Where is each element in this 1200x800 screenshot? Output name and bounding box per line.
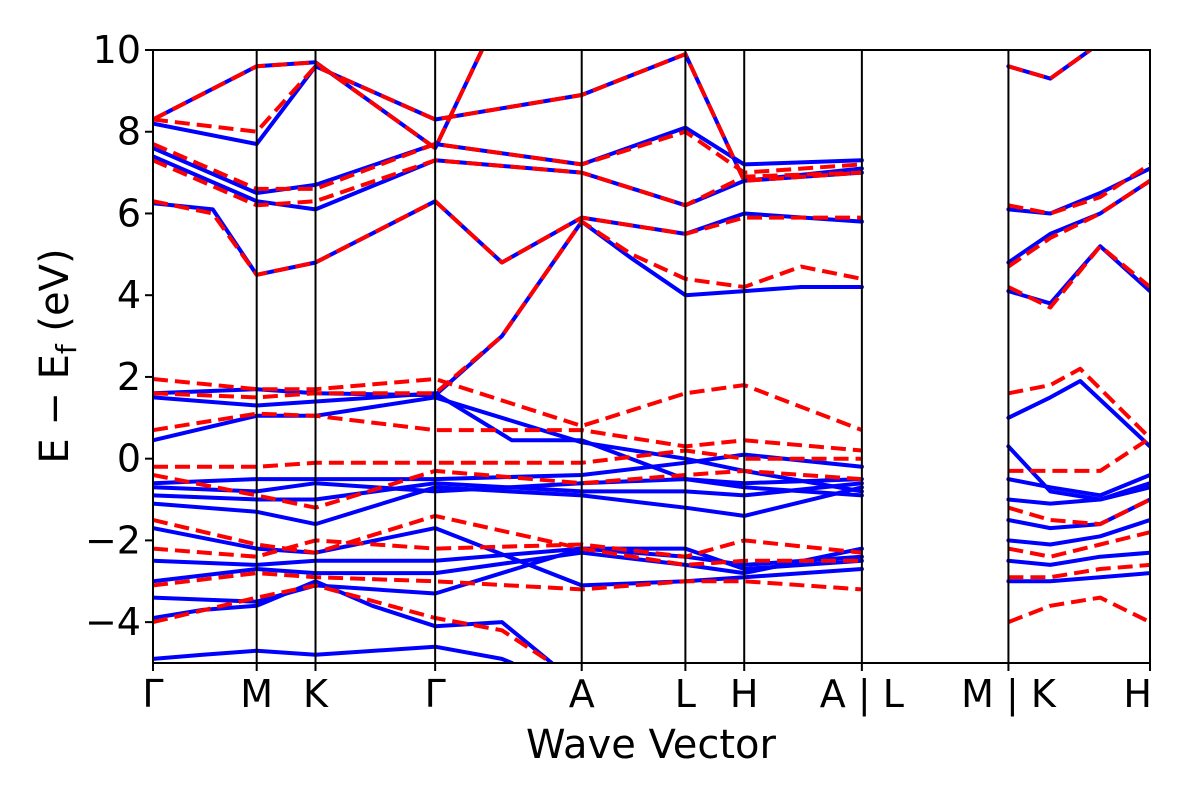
dashed-band-21 (1007, 179, 1150, 269)
x-tick-label-4: A (569, 672, 595, 716)
plot-frame (152, 49, 1151, 664)
solid-band-6 (153, 485, 864, 527)
dashed-band-0 (153, 583, 553, 663)
y-tick-label-2: 0 (117, 437, 141, 481)
x-tick-label-1: M (240, 672, 273, 716)
y-tick-label-7: 10 (93, 28, 141, 72)
solid-band-5 (153, 526, 864, 588)
y-axis-ticks: −4 −2 0 2 4 6 8 10 (85, 28, 153, 644)
dashed-band-9 (153, 199, 862, 277)
dashed-band-11 (153, 129, 863, 191)
x-tick-label-0: Γ (142, 672, 163, 716)
dashed-band-6 (153, 411, 863, 453)
dashed-band-17 (1008, 562, 1150, 580)
solid-band-8 (153, 477, 864, 494)
solid-band-13 (153, 199, 864, 277)
y-axis-label-unit: (eV) (32, 248, 78, 344)
solid-band-11 (153, 391, 864, 498)
dashed-band-2 (153, 538, 863, 559)
x-axis-label: Wave Vector (526, 722, 777, 768)
y-axis-label: E − Ef (eV) (32, 248, 83, 463)
solid-band-3 (153, 546, 864, 584)
bands-layer (153, 50, 1150, 663)
dashed-band-5 (153, 448, 862, 469)
solid-band-14 (153, 154, 864, 212)
solid-band-23 (1006, 550, 1150, 567)
y-tick-label-3: 2 (117, 355, 141, 399)
dashed-band-4 (153, 468, 863, 510)
solid-band-28 (1006, 166, 1150, 216)
solid-band-24 (1006, 571, 1150, 584)
dashed-band-14 (1008, 436, 1150, 473)
dashed-band-3 (153, 513, 862, 567)
dashed-band-1 (153, 571, 863, 592)
y-tick-label-1: −2 (85, 518, 141, 562)
solid-band-22 (1006, 518, 1150, 547)
solid-band-12 (153, 219, 864, 398)
y-tick-label-4: 4 (117, 273, 141, 317)
solid-band-16 (153, 52, 864, 183)
solid-band-29 (1006, 50, 1093, 81)
x-tick-label-2: K (303, 672, 329, 716)
y-tick-label-0: −4 (85, 600, 141, 644)
dashed-band-16 (1008, 530, 1150, 559)
dashed-band-22 (1008, 162, 1150, 216)
y-tick-label-5: 6 (117, 191, 141, 235)
x-tick-label-6: H (730, 672, 759, 716)
dashed-band-8 (153, 219, 863, 400)
x-tick-label-8: M | K (961, 672, 1057, 717)
dashed-band-23 (1007, 50, 1092, 81)
dashed-band-12 (153, 52, 863, 183)
dashed-band-10 (153, 158, 862, 208)
solid-band-19 (1006, 473, 1150, 498)
x-tick-label-3: Γ (425, 672, 446, 716)
y-tick-label-6: 8 (117, 110, 141, 154)
x-tick-label-5: L (675, 672, 696, 716)
solid-band-0 (153, 644, 514, 663)
y-axis-label-main: E − E (32, 354, 78, 464)
solid-band-20 (1006, 485, 1150, 506)
dashed-band-13 (153, 50, 484, 151)
x-tick-label-7: A | L (820, 672, 904, 717)
dashed-band-18 (1007, 595, 1150, 624)
dashed-band-7 (153, 377, 863, 432)
x-tick-label-9: H (1123, 672, 1152, 716)
high-symmetry-lines (255, 50, 1010, 663)
solid-band-1 (153, 579, 554, 663)
dashed-band-20 (1007, 244, 1150, 310)
solid-band-25 (1006, 379, 1150, 449)
y-axis-label-subscript: f (50, 343, 83, 354)
dashed-band-15 (1007, 497, 1150, 527)
